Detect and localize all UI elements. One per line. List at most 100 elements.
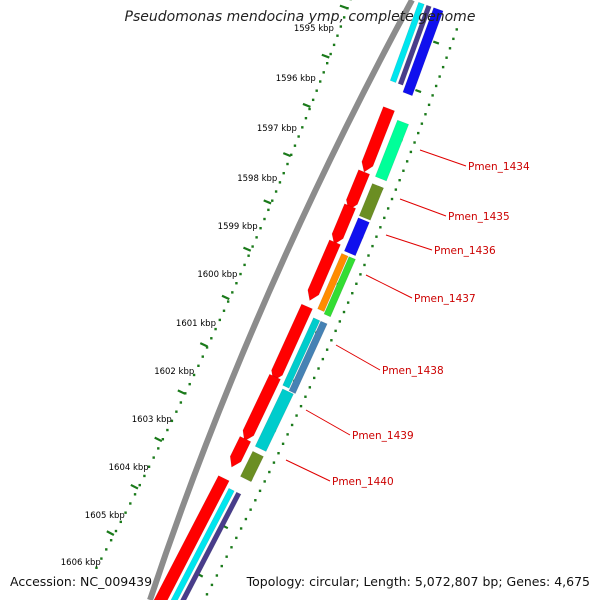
feature-slate: [397, 4, 432, 86]
inner-ruler-dot: [161, 438, 165, 441]
kbp-label: 1605 kbp: [85, 511, 125, 521]
outer-ruler-dot: [225, 555, 228, 558]
gene-1434-color: [374, 119, 410, 182]
gene-label[interactable]: Pmen_1435: [448, 211, 510, 223]
outer-ruler-dot: [427, 103, 431, 107]
gene-1437-orange: [317, 253, 349, 312]
inner-ruler-dot: [319, 80, 322, 83]
inner-ruler-dot: [301, 126, 304, 129]
inner-ruler-dot: [129, 502, 132, 505]
outer-ruler-dot: [317, 367, 320, 370]
outer-ruler-dot: [254, 499, 257, 502]
inner-ruler-dot: [124, 511, 127, 514]
kbp-tick: [263, 199, 272, 205]
inner-ruler-dot: [143, 474, 146, 478]
inner-ruler-dot: [114, 529, 118, 533]
inner-ruler-dot: [188, 382, 191, 386]
inner-ruler-dot: [322, 71, 325, 74]
gene-1439-color: [254, 388, 294, 452]
outer-ruler-dot: [417, 131, 420, 135]
feature-blue: [402, 7, 444, 97]
inner-ruler-dot: [336, 34, 339, 37]
gene-1434-red: [361, 106, 395, 173]
outer-ruler-dot: [342, 310, 346, 314]
outer-ruler-dot: [379, 226, 382, 229]
gene-1435-color: [358, 183, 384, 221]
outer-ruler-dot: [277, 452, 280, 455]
outer-ruler-dot: [263, 480, 266, 483]
outer-ruler-dot: [338, 320, 342, 323]
kbp-label: 1601 kbp: [176, 319, 216, 329]
outer-ruler-dot: [308, 386, 312, 389]
gene-label[interactable]: Pmen_1436: [434, 245, 496, 257]
gene-label-leader: [365, 274, 413, 299]
outer-ruler-dot: [363, 263, 366, 267]
outer-ruler-dot: [299, 404, 303, 408]
inner-ruler-dot: [226, 300, 230, 303]
gene-label[interactable]: Pmen_1440: [332, 476, 394, 488]
outer-ruler-dot: [359, 273, 362, 276]
inner-ruler-dot: [100, 557, 103, 560]
kbp-label: 1603 kbp: [132, 415, 172, 425]
inner-ruler-dot: [311, 98, 315, 102]
genes-label: ; Genes:: [498, 574, 555, 589]
inner-ruler-dot: [315, 89, 318, 92]
outer-ruler-dot: [249, 508, 252, 511]
gene-label[interactable]: Pmen_1438: [382, 365, 444, 377]
outer-ruler-dot: [239, 527, 243, 530]
outer-ruler-dot: [438, 75, 441, 78]
gene-1439-red: [242, 373, 281, 442]
outer-ruler-dot: [420, 122, 424, 125]
inner-ruler-dot: [218, 318, 222, 322]
inner-ruler-dot: [342, 16, 346, 19]
length-label: ; Length:: [355, 574, 415, 589]
outer-ruler-dot: [325, 348, 329, 351]
kbp-tick: [154, 436, 163, 443]
outer-ruler-dot: [383, 216, 386, 220]
outer-ruler-dot: [455, 28, 458, 31]
gene-1440-color: [239, 450, 264, 483]
inner-ruler-dot: [231, 291, 234, 294]
gene-label[interactable]: Pmen_1439: [352, 430, 414, 442]
outer-ruler-dot: [210, 583, 214, 587]
inner-ruler-dot: [339, 25, 343, 28]
feature-slate-bottom: [180, 491, 242, 600]
kbp-label: 1602 kbp: [154, 367, 194, 377]
gene-label-leader: [285, 459, 331, 482]
gene-label[interactable]: Pmen_1437: [414, 293, 476, 305]
length-value: 5,072,807 bp: [414, 574, 499, 589]
accession-label: Accession:: [10, 574, 81, 589]
feature-red-bottom: [153, 475, 230, 600]
kbp-tick: [221, 294, 230, 301]
kbp-label: 1596 kbp: [276, 74, 316, 84]
outer-ruler-dot: [244, 517, 248, 521]
genome-summary: Topology: circular; Length: 5,072,807 bp…: [247, 574, 590, 589]
inner-ruler-dot: [255, 236, 258, 239]
outer-ruler-dot: [398, 178, 401, 182]
kbp-tick: [339, 4, 348, 10]
inner-ruler-dot: [197, 364, 200, 367]
outer-ruler-dot: [405, 160, 409, 163]
gene-label[interactable]: Pmen_1434: [468, 161, 530, 173]
kbp-label: 1604 kbp: [109, 463, 149, 473]
outer-ruler-dot: [441, 65, 445, 69]
inner-ruler-dot: [293, 144, 297, 147]
inner-ruler-dot: [214, 327, 217, 331]
inner-ruler-dot: [308, 107, 311, 111]
inner-ruler-dot: [259, 226, 262, 230]
outer-ruler-dot: [312, 376, 316, 380]
map-title: Pseudomonas mendocina ymp, complete geno…: [124, 9, 476, 25]
accession-info: Accession: NC_009439: [10, 574, 152, 589]
outer-ruler-dot: [281, 442, 285, 445]
outer-ruler-dot: [205, 593, 209, 596]
accession-value: NC_009439: [80, 574, 153, 589]
inner-ruler-dot: [239, 272, 242, 276]
inner-ruler-dot: [251, 245, 254, 248]
inner-ruler-dot: [247, 254, 250, 257]
outer-ruler-dot: [434, 84, 438, 88]
gene-1436-red: [331, 203, 357, 245]
kbp-label: 1597 kbp: [257, 124, 297, 134]
outer-ruler-dot: [215, 574, 219, 577]
inner-ruler-dot: [222, 309, 226, 312]
